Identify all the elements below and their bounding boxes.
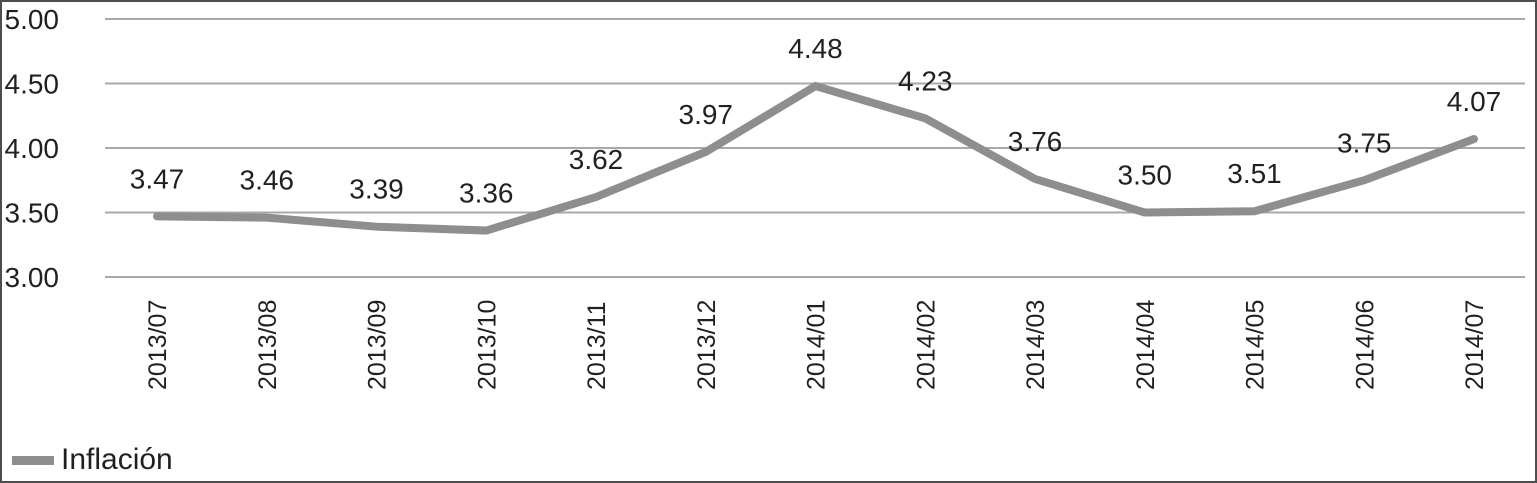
x-tick-label: 2014/04 (1132, 300, 1160, 390)
x-tick-label: 2014/02 (912, 300, 940, 390)
x-tick-label: 2014/05 (1242, 300, 1270, 390)
x-tick-label: 2013/10 (473, 300, 501, 390)
data-label: 3.46 (240, 165, 295, 196)
x-tick-label: 2013/08 (254, 300, 282, 390)
data-label: 3.36 (459, 178, 514, 209)
x-tick-label: 2014/01 (803, 300, 831, 390)
y-tick-label: 4.00 (5, 133, 60, 164)
legend-line-marker (12, 455, 54, 465)
series-line (153, 81, 1478, 235)
x-tick-label: 2013/11 (583, 301, 611, 390)
data-label: 3.39 (349, 174, 404, 205)
legend: Inflación (12, 443, 173, 477)
data-label: 4.48 (788, 33, 843, 64)
data-label: 3.75 (1337, 127, 1392, 158)
data-label: 3.51 (1227, 158, 1282, 189)
data-label: 4.07 (1447, 86, 1502, 117)
data-label: 3.47 (130, 163, 185, 194)
y-tick-label: 3.00 (5, 262, 60, 293)
x-tick-label: 2013/09 (364, 300, 392, 390)
x-tick-label: 2014/06 (1351, 300, 1379, 390)
x-tick-label: 2014/07 (1461, 300, 1489, 390)
data-label: 3.50 (1118, 160, 1173, 191)
y-tick-label: 4.50 (5, 69, 60, 100)
y-tick-label: 5.00 (5, 4, 60, 35)
data-label: 3.62 (569, 144, 624, 175)
x-tick-label: 2013/07 (144, 300, 172, 390)
x-tick-label: 2014/03 (1022, 300, 1050, 390)
x-tick-label: 2013/12 (693, 300, 721, 390)
legend-series-label: Inflación (61, 443, 173, 476)
data-label: 3.76 (1008, 126, 1063, 157)
data-label: 3.97 (679, 99, 734, 130)
y-tick-label: 3.50 (5, 198, 60, 229)
data-label: 4.23 (898, 65, 953, 96)
